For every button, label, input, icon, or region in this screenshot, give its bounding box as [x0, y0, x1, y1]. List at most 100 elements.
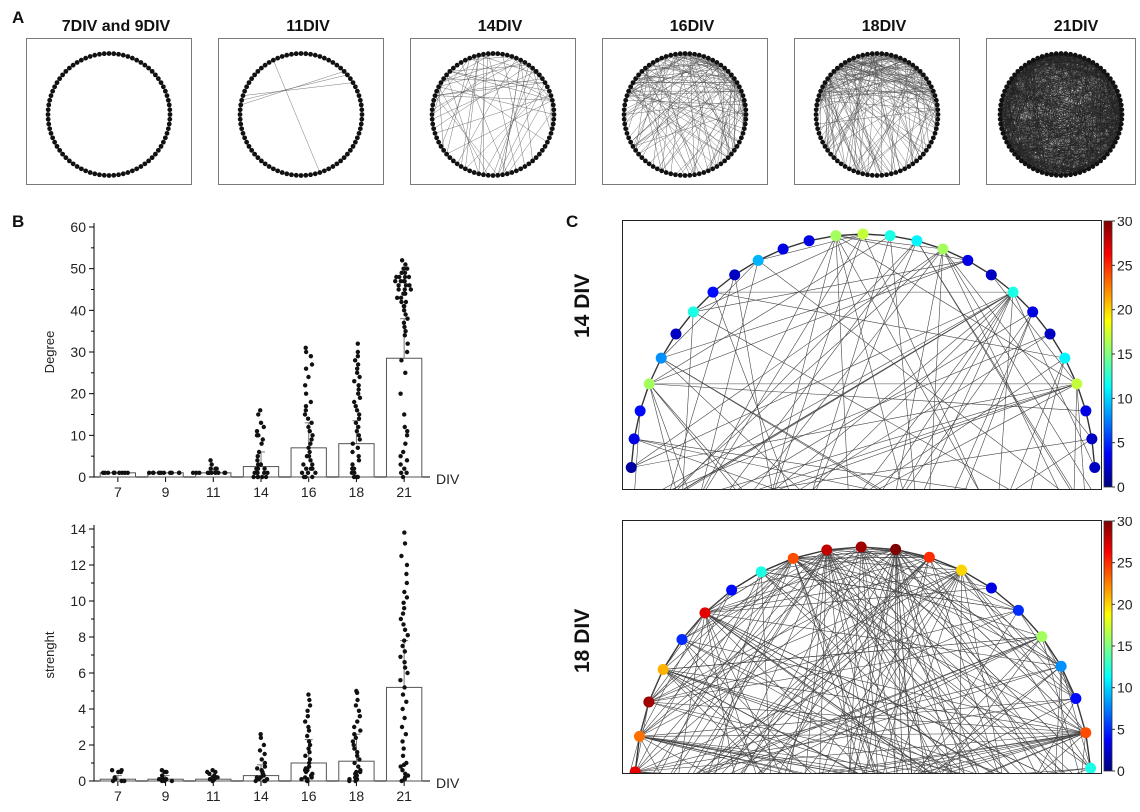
- network-node: [633, 147, 639, 153]
- y-tick-label: 8: [78, 629, 86, 645]
- network-node: [884, 172, 889, 178]
- network-edge: [774, 291, 1014, 489]
- network-edge: [895, 56, 914, 164]
- network-node: [167, 112, 173, 117]
- network-edge: [1025, 82, 1114, 164]
- data-point: [356, 458, 362, 463]
- x-tick-label: 16: [301, 788, 317, 804]
- network-node: [657, 663, 669, 675]
- network-edge: [1028, 54, 1052, 167]
- network-box-21div: [986, 38, 1136, 185]
- network-edge: [1041, 636, 1080, 773]
- network-node: [743, 116, 749, 122]
- network-node: [1081, 55, 1087, 61]
- data-point: [355, 349, 361, 355]
- data-point: [350, 466, 355, 471]
- network-edge: [649, 235, 891, 385]
- network-edge: [634, 438, 869, 489]
- network-edge: [883, 557, 930, 773]
- network-edge: [663, 636, 1042, 670]
- network-edge: [727, 74, 732, 158]
- data-point: [406, 274, 412, 280]
- network-edge: [849, 59, 934, 92]
- network-edge: [1004, 90, 1123, 115]
- network-node: [734, 143, 740, 149]
- network-node: [1006, 80, 1012, 86]
- network-edge: [917, 732, 1086, 773]
- network-edge: [699, 54, 742, 92]
- network-edge: [661, 260, 968, 359]
- network-node: [701, 54, 707, 59]
- network-edge: [693, 549, 828, 773]
- network-node: [522, 60, 528, 65]
- data-point: [259, 474, 265, 480]
- network-edge: [1075, 55, 1081, 173]
- network-node: [682, 173, 688, 178]
- network-node: [677, 51, 683, 57]
- network-edge: [1001, 100, 1116, 143]
- data-point: [308, 466, 314, 471]
- network-edge: [917, 610, 1019, 773]
- data-point: [257, 408, 263, 413]
- network-node: [522, 164, 528, 169]
- data-point: [306, 739, 312, 744]
- network-node: [551, 116, 557, 122]
- network-edge: [867, 54, 939, 115]
- network-node: [352, 139, 358, 145]
- network-edge: [720, 68, 725, 164]
- network-edge: [648, 701, 1086, 734]
- network-edge: [754, 248, 944, 489]
- network-edge: [793, 558, 962, 571]
- network-node: [481, 172, 486, 178]
- network-edge: [1021, 54, 1052, 161]
- network-edge: [817, 100, 938, 110]
- data-point: [356, 708, 362, 713]
- panel-label-b: B: [12, 212, 25, 231]
- data-point: [402, 660, 407, 665]
- data-point: [116, 769, 121, 775]
- network-edge: [817, 82, 930, 129]
- data-point: [105, 470, 111, 476]
- network-node: [74, 60, 80, 65]
- network-edge: [438, 86, 555, 115]
- network-node: [438, 143, 444, 149]
- network-node: [1049, 172, 1054, 178]
- network-node: [485, 172, 491, 178]
- x-tick-label: 16: [301, 484, 317, 500]
- network-node: [542, 143, 548, 149]
- network-edge: [896, 248, 944, 489]
- data-point: [307, 449, 312, 455]
- network-node: [249, 147, 255, 153]
- network-edge: [837, 56, 896, 69]
- network-node: [252, 151, 258, 157]
- network-box-16div: [602, 38, 768, 185]
- network-node: [158, 80, 164, 86]
- network-node: [914, 158, 920, 164]
- network-edge: [878, 383, 1077, 489]
- network-node: [869, 51, 875, 57]
- network-edge: [1011, 146, 1114, 151]
- network-node: [551, 107, 557, 113]
- y-tick-label: 50: [70, 261, 86, 277]
- colorbar-gradient: [1103, 220, 1113, 488]
- network-node: [910, 62, 916, 68]
- network-edge: [446, 74, 548, 143]
- data-point: [401, 278, 407, 284]
- network-node: [347, 147, 353, 153]
- network-edge: [693, 233, 864, 313]
- network-edge: [623, 100, 745, 115]
- network-node: [734, 80, 740, 86]
- x-tick-label: 18: [349, 484, 365, 500]
- data-point: [400, 611, 406, 616]
- network-node: [1117, 126, 1123, 132]
- network-edge: [648, 383, 743, 489]
- network-edge: [721, 383, 1077, 489]
- network-node: [52, 139, 58, 145]
- network-node: [822, 80, 828, 86]
- network-edge: [830, 74, 936, 134]
- network-node: [738, 135, 744, 141]
- colorbar-tick-label: 20: [1117, 596, 1133, 612]
- network-edge: [827, 74, 831, 151]
- data-point: [355, 697, 360, 703]
- network-edge: [1017, 71, 1085, 171]
